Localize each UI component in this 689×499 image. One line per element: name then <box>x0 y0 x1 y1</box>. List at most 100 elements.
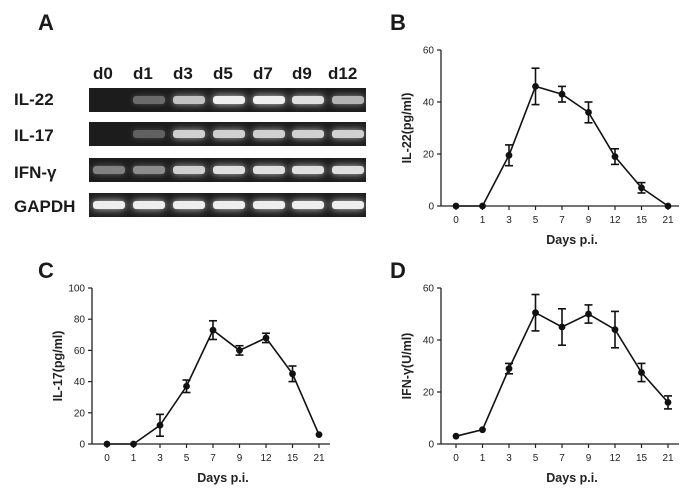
x-tick-label: 5 <box>184 453 190 464</box>
gel-band <box>173 130 205 138</box>
data-point <box>585 310 592 318</box>
row-label-il22: IL-22 <box>14 90 54 109</box>
gel-band <box>213 201 245 209</box>
gel-band <box>292 96 324 104</box>
gel-strip-il22 <box>89 88 366 112</box>
x-tick-label: 15 <box>636 453 648 464</box>
x-tick-label: 21 <box>313 453 325 464</box>
chart-b: 0 20 40 60 0 1 3 5 7 9 12 15 21 Days p.i. IL-22(pg/ml) <box>400 46 679 247</box>
gel-band <box>292 201 324 209</box>
y-tick-label: 40 <box>74 377 86 388</box>
row-label-il17: IL-17 <box>14 126 54 145</box>
data-point <box>532 83 539 90</box>
data-point <box>585 109 592 116</box>
x-tick-label: 1 <box>480 453 486 464</box>
lane-label: d5 <box>213 64 233 83</box>
gel-band <box>292 130 324 138</box>
row-label-ifng: IFN-γ <box>14 163 57 182</box>
series-line <box>456 85 669 207</box>
gel-band <box>332 96 364 104</box>
gel-band <box>213 96 245 104</box>
data-point <box>505 365 513 372</box>
data-point <box>262 334 270 342</box>
x-tick-label: 3 <box>157 453 163 464</box>
y-tick-label: 60 <box>423 46 435 57</box>
gel-band <box>133 166 165 174</box>
data-point <box>664 202 672 210</box>
x-tick-label: 3 <box>506 215 512 226</box>
x-tick-label: 3 <box>506 453 512 464</box>
data-point <box>638 369 645 376</box>
panel-letter-c: C <box>38 258 54 283</box>
y-tick-label: 60 <box>423 284 435 295</box>
row-label-gapdh: GAPDH <box>14 197 76 216</box>
data-point <box>209 326 217 334</box>
gel-band <box>133 130 165 138</box>
gel-band <box>173 201 205 209</box>
y-tick-label: 100 <box>68 284 85 295</box>
x-tick-label: 21 <box>662 215 674 226</box>
data-point <box>611 326 619 333</box>
data-point <box>103 440 111 448</box>
gel-band <box>253 201 285 209</box>
data-point <box>236 347 243 354</box>
y-tick-label: 0 <box>428 202 434 213</box>
lane-label: d3 <box>173 64 193 83</box>
x-tick-label: 5 <box>533 215 539 226</box>
chart-d: 0 20 40 60 0 1 3 5 7 9 12 15 21 Days p.i. IFN-γ(U/ml) <box>400 284 679 485</box>
y-tick-label: 20 <box>423 150 435 161</box>
x-tick-label: 7 <box>210 453 216 464</box>
gel-band <box>213 130 245 138</box>
data-point <box>664 399 672 406</box>
x-tick-label: 7 <box>559 215 565 226</box>
x-tick-label: 12 <box>260 453 272 464</box>
x-tick-label: 15 <box>287 453 299 464</box>
gel-band <box>253 166 285 174</box>
data-point <box>638 184 645 192</box>
gel-band <box>93 166 125 174</box>
chart-c: 0 20 40 60 80 100 0 1 3 5 7 9 12 15 21 Days p.i. IL-17(p… <box>51 284 330 485</box>
gel-band <box>93 201 125 209</box>
lane-label: d7 <box>253 64 273 83</box>
gel-band <box>253 96 285 104</box>
x-tick-label: 21 <box>662 453 674 464</box>
y-axis-label: IFN-γ(U/ml) <box>400 333 414 400</box>
y-tick-label: 0 <box>428 440 434 451</box>
gel-band <box>332 166 364 174</box>
data-point <box>315 431 323 439</box>
lane-label: d0 <box>93 64 113 83</box>
gel-band <box>133 96 165 104</box>
panel-letter-a: A <box>38 10 54 35</box>
x-tick-label: 0 <box>453 215 459 226</box>
x-axis-label: Days p.i. <box>197 471 248 485</box>
y-tick-label: 20 <box>74 408 86 419</box>
x-tick-label: 5 <box>533 453 539 464</box>
data-point <box>183 382 190 390</box>
y-tick-label: 40 <box>423 98 435 109</box>
series-line <box>107 328 320 445</box>
y-tick-label: 60 <box>74 346 86 357</box>
gel-band <box>213 166 245 174</box>
data-point <box>289 370 296 378</box>
x-tick-label: 15 <box>636 215 648 226</box>
gel-panel: d0 d1 d3 d5 d7 d9 d12 IL-22 IL-17 IFN-γ … <box>0 0 380 240</box>
y-axis-label: IL-17(pg/ml) <box>51 331 65 402</box>
panel-letter-b: B <box>390 10 406 35</box>
y-tick-label: 0 <box>79 440 85 451</box>
gel-band <box>332 130 364 138</box>
x-tick-label: 12 <box>609 453 621 464</box>
y-axis-label: IL-22(pg/ml) <box>400 93 414 164</box>
gel-band <box>253 130 285 138</box>
lane-label: d1 <box>133 64 153 83</box>
gel-strip-ifng <box>89 158 366 182</box>
y-tick-label: 20 <box>423 388 435 399</box>
lane-label: d12 <box>328 64 358 83</box>
gel-band <box>173 96 205 104</box>
y-tick-label: 40 <box>423 336 435 347</box>
x-tick-label: 12 <box>609 215 621 226</box>
data-point <box>130 440 137 448</box>
x-tick-label: 9 <box>237 453 243 464</box>
gel-strip-il17 <box>89 122 366 146</box>
gel-band <box>133 201 165 209</box>
data-point <box>558 90 566 98</box>
